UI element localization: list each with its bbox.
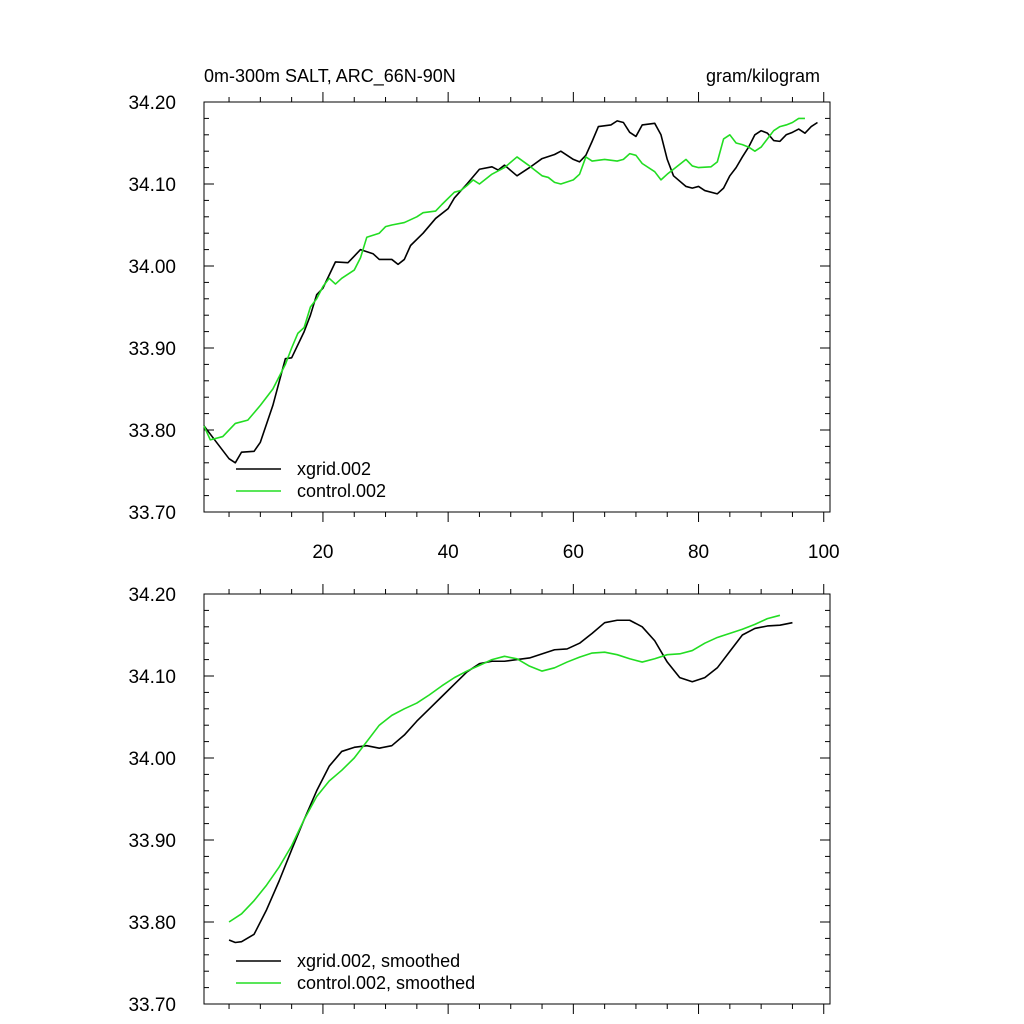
y-tick-label: 33.80 (128, 913, 176, 934)
x-tick-label: 20 (312, 542, 333, 563)
y-tick-label: 33.90 (128, 831, 176, 852)
y-tick-label: 34.10 (128, 667, 176, 688)
y-tick-label: 34.00 (128, 749, 176, 770)
legend-label: xgrid.002 (297, 459, 371, 479)
plot-frame (203, 593, 831, 1005)
y-tick-label: 33.80 (128, 421, 176, 442)
series-line-control (203, 117, 805, 441)
chart-panel-2: 33.70 33.80 33.90 34.00 34.10 34.20 xgrid.002,… (128, 584, 831, 1016)
y-tick-label: 34.00 (128, 257, 176, 278)
series-line-xgrid (203, 120, 818, 464)
legend-label: xgrid.002, smoothed (297, 951, 460, 971)
plot-frame (203, 101, 831, 513)
chart-panel-1: 33.70 33.80 33.90 34.00 34.10 34.20 20 40 60 80 10… (128, 92, 840, 563)
y-tick-label: 34.20 (128, 93, 176, 114)
chart-title: 0m-300m SALT, ARC_66N-90N (204, 66, 456, 87)
legend-label: control.002, smoothed (297, 973, 475, 993)
y-tick-label: 33.90 (128, 339, 176, 360)
units-label: gram/kilogram (706, 66, 820, 86)
series-line-xgrid (228, 619, 793, 944)
x-tick-label: 80 (688, 542, 709, 563)
y-tick-label: 34.20 (128, 585, 176, 606)
x-tick-label: 100 (808, 542, 840, 563)
x-tick-label: 60 (563, 542, 584, 563)
y-tick-label: 33.70 (128, 995, 176, 1016)
y-tick-label: 34.10 (128, 175, 176, 196)
series-line-control (228, 614, 781, 923)
legend-label: control.002 (297, 481, 386, 501)
x-tick-label: 40 (438, 542, 459, 563)
y-tick-label: 33.70 (128, 503, 176, 524)
